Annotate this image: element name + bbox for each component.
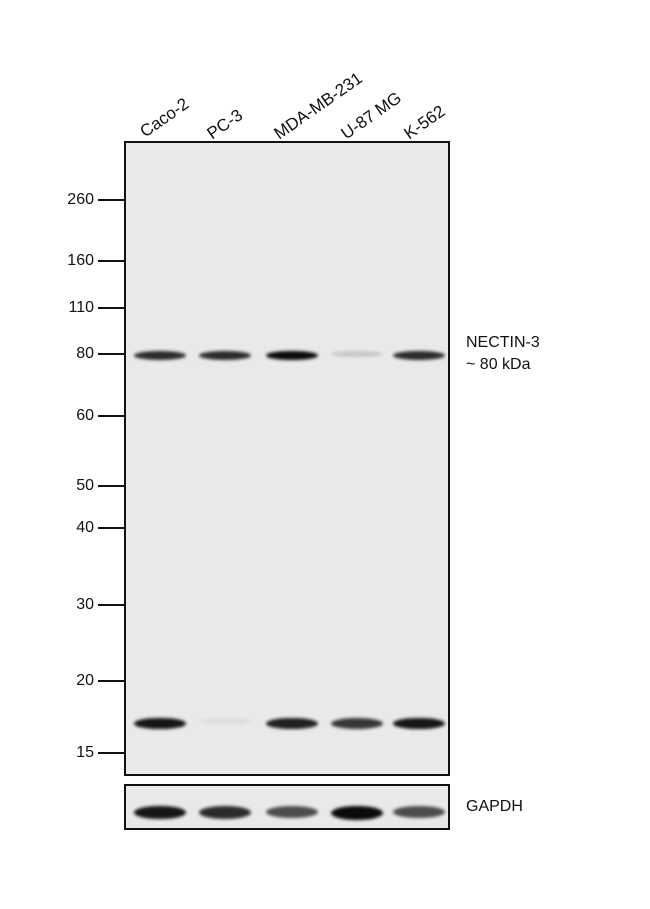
marker-tick xyxy=(98,680,124,682)
marker-label: 30 xyxy=(76,596,94,613)
marker-label: 15 xyxy=(76,744,94,761)
marker-label: 260 xyxy=(67,191,94,208)
lower-band xyxy=(393,717,445,730)
marker-tick xyxy=(98,260,124,262)
marker-tick xyxy=(98,353,124,355)
marker-50: 50 xyxy=(0,476,124,496)
target-name: NECTIN-3 xyxy=(466,334,540,351)
nectin3-band xyxy=(393,350,445,360)
nectin3-band xyxy=(266,350,318,361)
lane-label: PC-3 xyxy=(203,105,247,144)
marker-label: 80 xyxy=(76,345,94,362)
marker-60: 60 xyxy=(0,406,124,426)
marker-20: 20 xyxy=(0,671,124,691)
marker-tick xyxy=(98,604,124,606)
lower-band xyxy=(134,717,186,730)
marker-260: 260 xyxy=(0,190,124,210)
marker-110: 110 xyxy=(0,298,124,318)
gapdh-band xyxy=(393,805,445,818)
marker-tick xyxy=(98,752,124,754)
marker-80: 80 xyxy=(0,344,124,364)
gapdh-band xyxy=(266,805,318,818)
marker-tick xyxy=(98,485,124,487)
marker-tick xyxy=(98,415,124,417)
gapdh-band xyxy=(331,805,383,820)
nectin3-band xyxy=(331,350,383,357)
lower-band xyxy=(199,717,251,725)
lower-band xyxy=(266,717,318,730)
marker-label: 60 xyxy=(76,407,94,424)
marker-tick xyxy=(98,307,124,309)
marker-label: 20 xyxy=(76,672,94,689)
lane-label: Caco-2 xyxy=(136,94,193,142)
lane-label: K-562 xyxy=(400,101,449,144)
nectin3-band xyxy=(199,350,251,360)
gapdh-band xyxy=(134,805,186,820)
target-size: ~ 80 kDa xyxy=(466,356,531,373)
lower-band xyxy=(331,717,383,729)
gapdh-band xyxy=(199,805,251,819)
marker-40: 40 xyxy=(0,518,124,538)
target-label: NECTIN-3 ~ 80 kDa xyxy=(466,332,540,376)
marker-tick xyxy=(98,527,124,529)
marker-tick xyxy=(98,199,124,201)
marker-label: 160 xyxy=(67,252,94,269)
nectin3-band xyxy=(134,350,186,360)
main-blot xyxy=(124,141,450,776)
marker-30: 30 xyxy=(0,595,124,615)
marker-15: 15 xyxy=(0,743,124,763)
marker-label: 50 xyxy=(76,477,94,494)
marker-160: 160 xyxy=(0,251,124,271)
loading-control-label: GAPDH xyxy=(466,798,523,815)
marker-label: 110 xyxy=(68,299,94,316)
gapdh-blot xyxy=(124,784,450,830)
marker-label: 40 xyxy=(76,519,94,536)
